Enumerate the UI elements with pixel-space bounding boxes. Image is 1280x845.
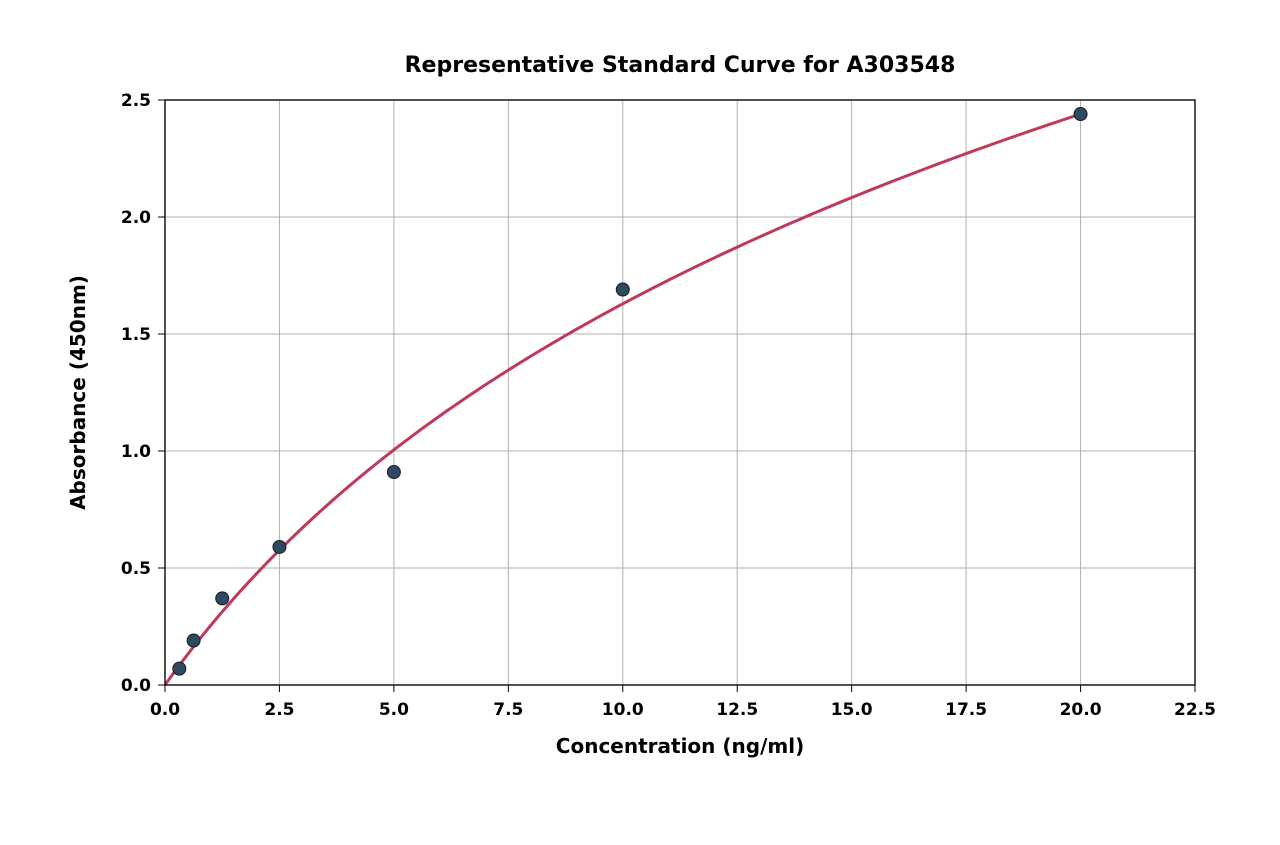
y-tick-label: 0.5 — [121, 559, 151, 579]
data-point — [1074, 108, 1087, 121]
x-axis-title: Concentration (ng/ml) — [556, 734, 804, 758]
x-tick-label: 2.5 — [264, 700, 294, 720]
data-point — [216, 592, 229, 605]
data-point — [187, 634, 200, 647]
y-tick-label: 0.0 — [121, 676, 151, 696]
x-tick-label: 12.5 — [716, 700, 758, 720]
y-tick-label: 2.5 — [121, 91, 151, 111]
x-tick-label: 15.0 — [831, 700, 873, 720]
x-tick-label: 7.5 — [493, 700, 523, 720]
data-point — [616, 283, 629, 296]
x-tick-label: 10.0 — [602, 700, 644, 720]
data-point — [273, 540, 286, 553]
x-tick-label: 22.5 — [1174, 700, 1216, 720]
y-tick-label: 1.0 — [121, 442, 151, 462]
x-tick-label: 20.0 — [1060, 700, 1102, 720]
data-point — [387, 466, 400, 479]
x-tick-label: 17.5 — [945, 700, 987, 720]
chart-title: Representative Standard Curve for A30354… — [405, 53, 956, 78]
y-tick-label: 2.0 — [121, 208, 151, 228]
y-axis-title: Absorbance (450nm) — [66, 275, 90, 510]
chart-svg: 0.0 2.5 5.0 7.5 10.0 12.5 15.0 17.5 20.0 22.5 0.0 0… — [0, 0, 1280, 845]
x-tick-label: 0.0 — [150, 700, 180, 720]
data-point — [173, 662, 186, 675]
y-tick-label: 1.5 — [121, 325, 151, 345]
chart-container: 0.0 2.5 5.0 7.5 10.0 12.5 15.0 17.5 20.0 22.5 0.0 0… — [0, 0, 1280, 845]
x-tick-label: 5.0 — [379, 700, 409, 720]
